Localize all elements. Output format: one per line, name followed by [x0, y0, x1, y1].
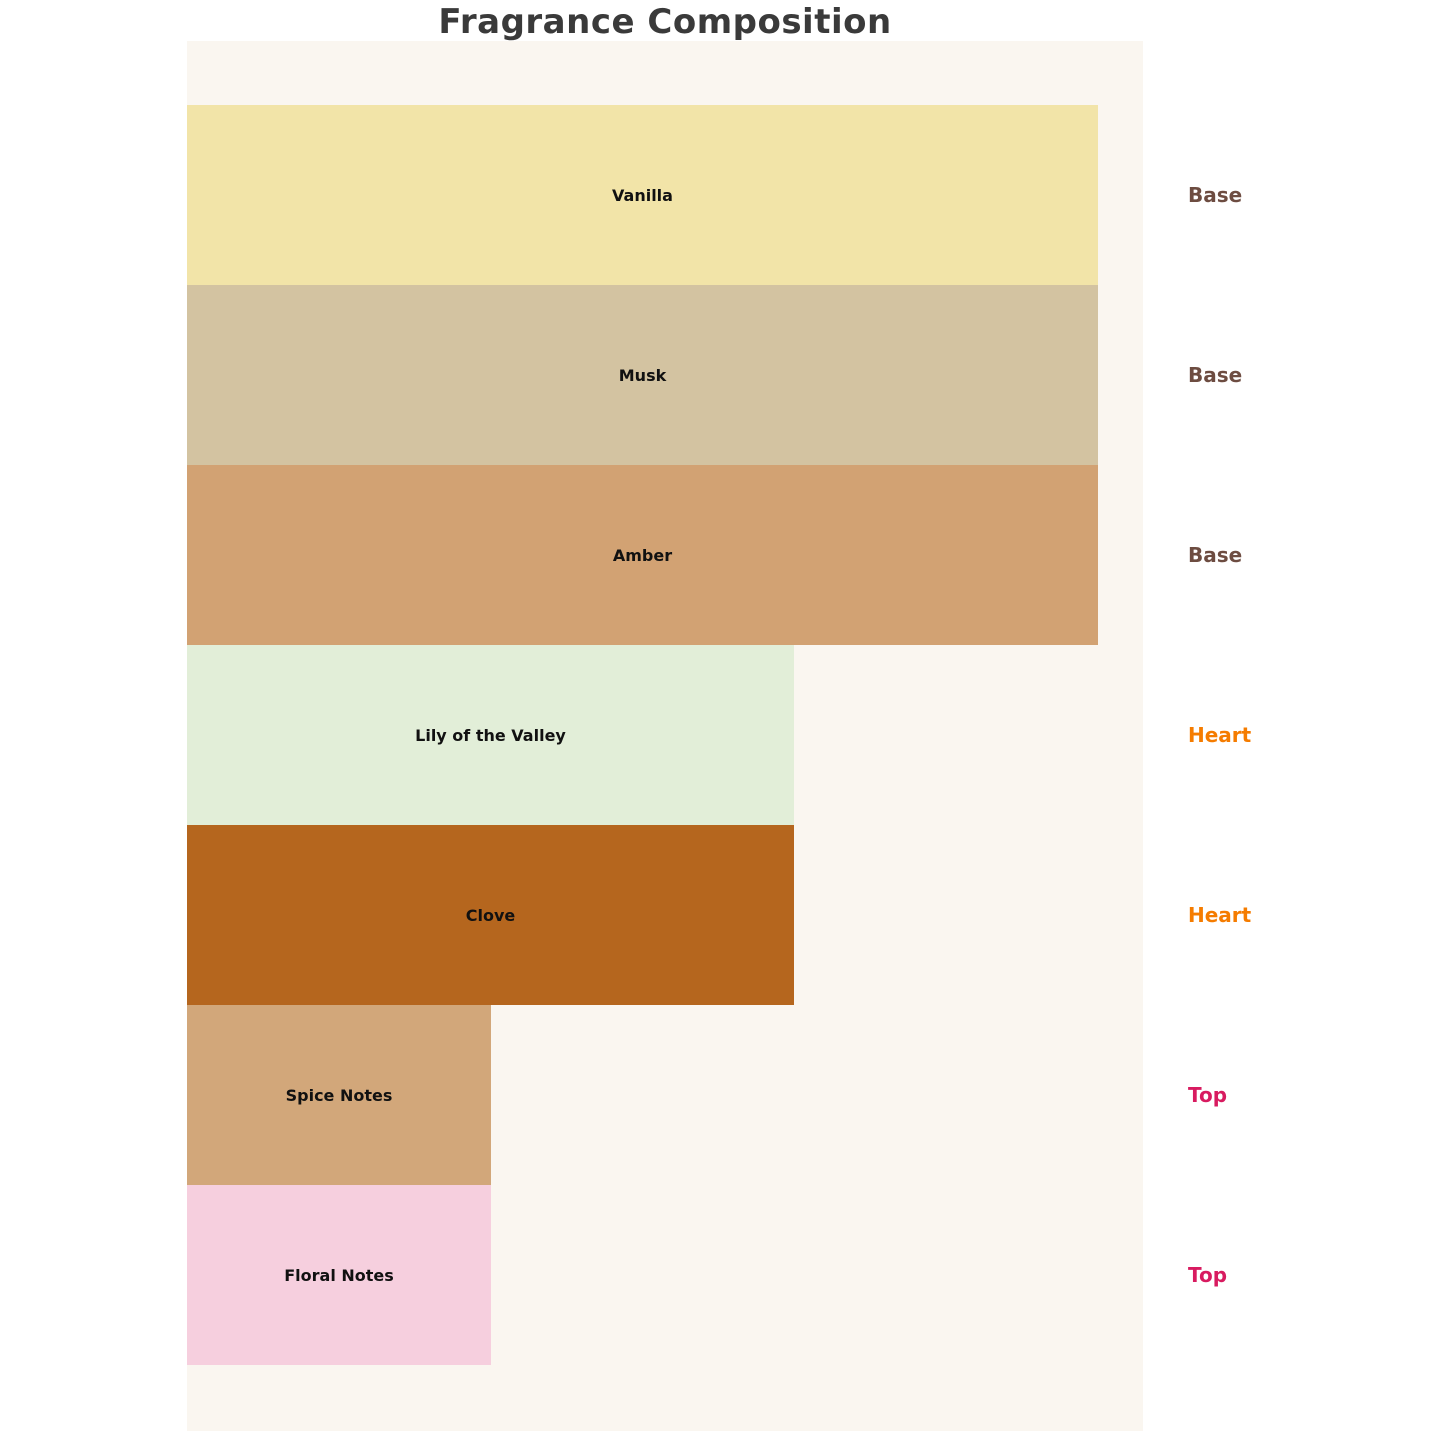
bar-lily-of-the-valley: Lily of the Valley: [187, 645, 794, 825]
group-label-top-6: Top: [1188, 1263, 1228, 1287]
group-label-heart-4: Heart: [1188, 903, 1252, 927]
bar-clove: Clove: [187, 825, 794, 1005]
group-label-base-0: Base: [1188, 183, 1243, 207]
bar-label-amber: Amber: [612, 545, 673, 565]
bar-label-vanilla: Vanilla: [612, 185, 673, 205]
group-label-base-1: Base: [1188, 363, 1243, 387]
bar-vanilla: Vanilla: [187, 105, 1098, 285]
bar-musk: Musk: [187, 285, 1098, 465]
group-labels-column: Base Base Base Heart Heart Top Top: [1188, 105, 1438, 1365]
group-label-base-2: Base: [1188, 543, 1243, 567]
bar-amber: Amber: [187, 465, 1098, 645]
bar-spice-notes: Spice Notes: [187, 1005, 491, 1185]
bar-label-clove: Clove: [465, 905, 516, 925]
bar-label-musk: Musk: [618, 365, 667, 385]
bar-label-floral-notes: Floral Notes: [284, 1265, 394, 1285]
bar-floral-notes: Floral Notes: [187, 1185, 491, 1365]
group-label-heart-3: Heart: [1188, 723, 1252, 747]
plot-area: Vanilla Musk Amber Lily of the Valley Clove S…: [187, 105, 1143, 1367]
chart-panel: Vanilla Musk Amber Lily of the Valley Clove S…: [187, 41, 1143, 1431]
bar-label-spice-notes: Spice Notes: [285, 1085, 393, 1105]
chart-title: Fragrance Composition: [438, 2, 892, 42]
bar-label-lily-of-the-valley: Lily of the Valley: [415, 725, 566, 745]
group-label-top-5: Top: [1188, 1083, 1228, 1107]
